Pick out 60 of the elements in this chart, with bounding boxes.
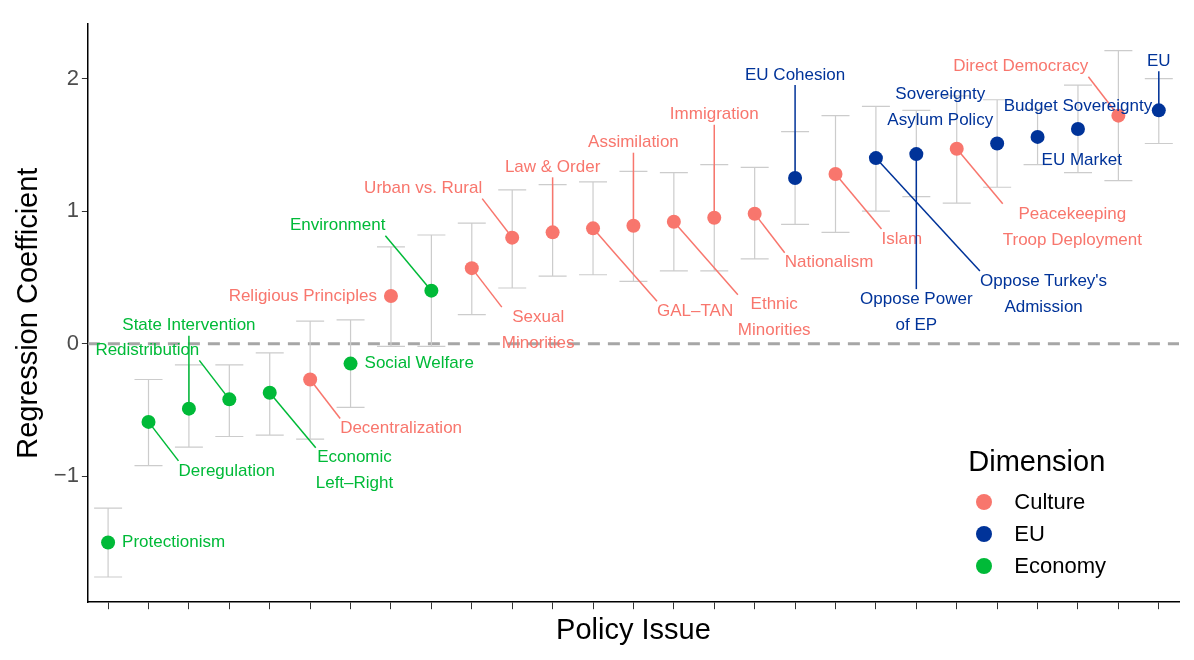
point — [383, 288, 398, 303]
point — [788, 170, 803, 185]
point — [343, 356, 358, 371]
data-label: Environment — [289, 215, 386, 235]
point — [424, 283, 439, 298]
point — [909, 147, 924, 162]
y-tick-label: 2 — [66, 64, 79, 90]
point — [949, 141, 964, 156]
data-label: EU Market — [1041, 149, 1123, 169]
point — [586, 221, 601, 236]
legend-label: Culture — [1014, 489, 1086, 515]
y-axis-title: Regression Coefficient — [11, 167, 44, 459]
data-label: Protectionism — [122, 532, 226, 552]
x-axis-title: Policy Issue — [556, 612, 711, 645]
point — [545, 225, 560, 240]
data-label: EU — [1146, 51, 1171, 71]
point — [868, 151, 883, 166]
point — [181, 401, 196, 416]
data-label: Sexual Minorities — [501, 306, 575, 352]
data-label: Nationalism — [784, 252, 874, 272]
data-label: Deregulation — [178, 460, 275, 480]
data-label: Law & Order — [504, 157, 601, 177]
y-tick-label: −1 — [53, 462, 79, 488]
legend-title: Dimension — [968, 445, 1106, 478]
point — [262, 385, 277, 400]
point — [101, 535, 116, 550]
point — [505, 230, 520, 245]
point — [303, 372, 318, 387]
data-label: GAL–TAN — [657, 301, 734, 321]
legend-label: Economy — [1014, 553, 1106, 579]
data-label: Immigration — [669, 104, 759, 124]
point — [222, 392, 237, 407]
data-label: Decentralization — [340, 418, 463, 438]
data-label: State Intervention — [122, 315, 256, 335]
data-label: Social Welfare — [364, 353, 474, 373]
legend-label: EU — [1014, 521, 1045, 547]
data-label: Oppose Power of EP — [860, 288, 973, 334]
data-label: Economic Left–Right — [315, 447, 394, 493]
point — [141, 414, 156, 429]
point — [747, 206, 762, 221]
data-label: Budget Sovereignty — [1003, 95, 1153, 115]
point — [828, 167, 843, 181]
data-label: Direct Democracy — [953, 56, 1089, 76]
data-label: Religious Principles — [228, 285, 377, 305]
data-label: Urban vs. Rural — [364, 178, 483, 198]
data-label: Assimilation — [588, 132, 679, 152]
data-label: Ethnic Minorities — [737, 294, 811, 340]
data-label: Peacekeeping Troop Deployment — [1002, 203, 1143, 249]
point — [990, 136, 1005, 151]
data-label: Sovereignty Asylum Policy — [887, 84, 994, 130]
point — [626, 218, 641, 233]
point — [666, 214, 681, 229]
point — [464, 261, 479, 276]
point — [707, 210, 722, 225]
y-tick-label: 0 — [66, 329, 79, 355]
y-tick-label: 1 — [66, 197, 79, 223]
point — [1030, 129, 1045, 144]
data-label: Oppose Turkey's Admission — [980, 270, 1108, 316]
point — [1070, 121, 1085, 136]
data-label: EU Cohesion — [745, 64, 846, 84]
